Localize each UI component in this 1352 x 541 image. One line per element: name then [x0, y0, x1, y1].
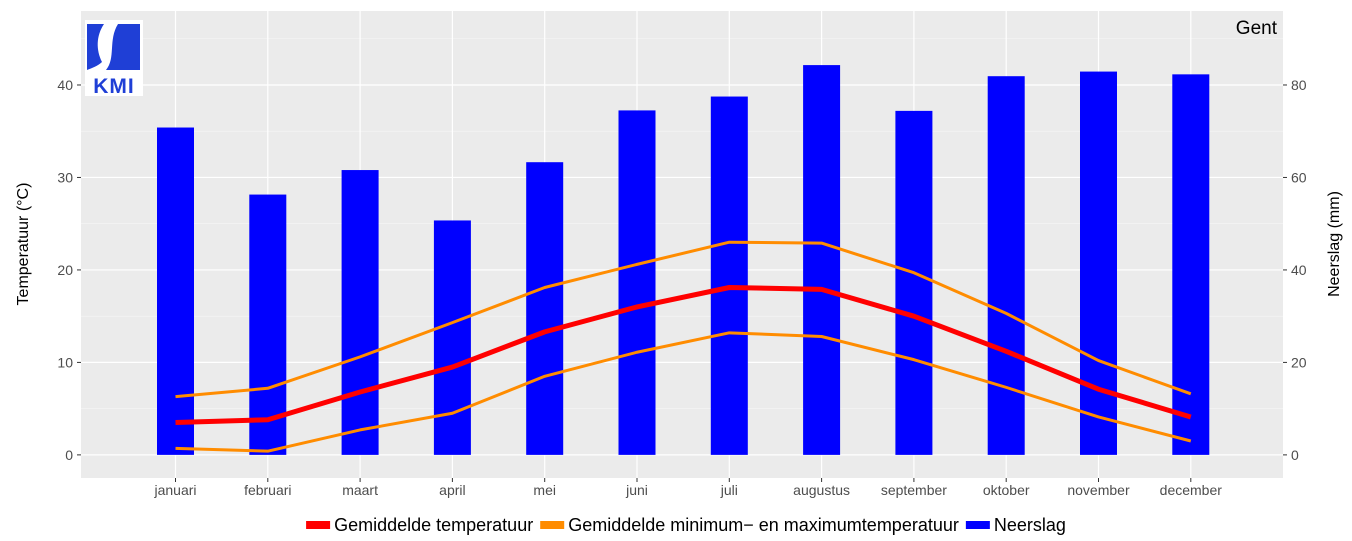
y-left-tick-label: 10: [57, 354, 73, 370]
y-right-tick-label: 20: [1291, 354, 1307, 370]
right-axis: 0 20 40 60 80: [1283, 77, 1307, 463]
y-right-tick-label: 40: [1291, 262, 1307, 278]
y-axis-right-title: Neerslag (mm): [1326, 191, 1343, 297]
x-tick-label-oktober: oktober: [983, 482, 1030, 498]
x-tick-label-augustus: augustus: [793, 482, 850, 498]
x-tick-label-juli: juli: [720, 482, 738, 498]
legend-label-0: Gemiddelde temperatuur: [334, 515, 533, 535]
line-mean-temperature: [175, 285, 1192, 426]
legend-key-2: [965, 521, 990, 529]
legend: Gemiddelde temperatuur Gemiddelde minimum…: [306, 515, 1066, 535]
x-tick-label-februari: februari: [244, 482, 291, 498]
legend-key-1: [540, 521, 565, 529]
precipitation-bar-juli: [710, 96, 748, 455]
x-tick-label-december: december: [1160, 482, 1223, 498]
kmi-logo-text: KMI: [93, 75, 135, 98]
x-tick-label-november: november: [1067, 482, 1130, 498]
left-axis: 0 10 20 30 40: [57, 77, 81, 463]
x-tick-label-januari: januari: [153, 482, 196, 498]
station-name: Gent: [1236, 18, 1278, 39]
precipitation-bar-april: [433, 220, 471, 455]
legend-key-0: [306, 521, 331, 529]
x-tick-label-juni: juni: [625, 482, 648, 498]
x-tick-label-april: april: [439, 482, 465, 498]
y-left-tick-label: 40: [57, 77, 73, 93]
y-right-tick-label: 0: [1291, 447, 1299, 463]
y-left-tick-label: 30: [57, 169, 73, 185]
x-tick-label-maart: maart: [342, 482, 378, 498]
line-max-temperature: [175, 240, 1192, 399]
y-left-tick-label: 0: [65, 447, 73, 463]
kmi-logo: KMI: [85, 20, 143, 98]
line-min-temperature: [175, 331, 1192, 453]
x-tick-label-september: september: [881, 482, 947, 498]
precipitation-bar-november: [1080, 71, 1117, 455]
precipitation-bar-mei: [526, 162, 564, 455]
x-axis: januari februari maart april mei juni juli augu…: [153, 478, 1222, 498]
x-tick-label-mei: mei: [533, 482, 556, 498]
precipitation-bar-maart: [341, 170, 379, 455]
precipitation-bar-oktober: [987, 76, 1025, 455]
precipitation-bar-januari: [157, 127, 194, 455]
legend-label-1: Gemiddelde minimum− en maximumtemperatuu…: [568, 515, 959, 535]
precipitation-bar-september: [895, 110, 933, 455]
precipitation-bars: [157, 65, 1210, 455]
precipitation-bar-augustus: [803, 65, 841, 455]
temperature-lines: [175, 240, 1192, 453]
y-right-tick-label: 80: [1291, 77, 1307, 93]
precipitation-bar-februari: [249, 194, 287, 455]
precipitation-bar-december: [1172, 74, 1210, 455]
legend-label-2: Neerslag: [994, 515, 1066, 535]
y-left-tick-label: 20: [57, 262, 73, 278]
y-axis-left-title: Temperatuur (°C): [15, 183, 32, 306]
y-right-tick-label: 60: [1291, 169, 1307, 185]
precipitation-bar-juni: [618, 110, 656, 455]
